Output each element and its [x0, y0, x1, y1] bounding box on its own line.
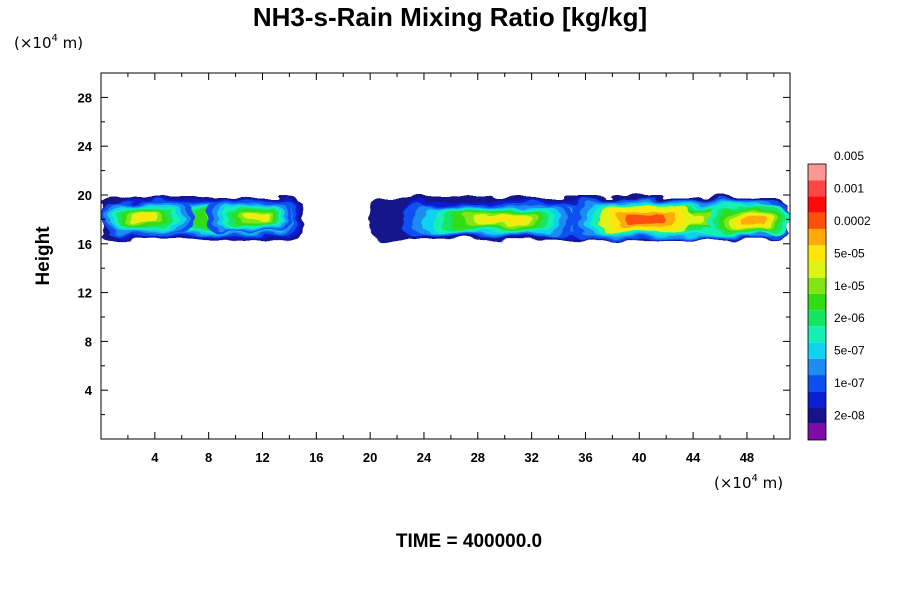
colorbar-label: 2e-08	[834, 409, 865, 423]
colorbar-frame	[807, 163, 827, 441]
x-tick-label: 48	[740, 450, 754, 465]
colorbar-swatch	[808, 407, 826, 424]
colorbar-swatch	[808, 391, 826, 408]
colorbar-label: 0.005	[834, 149, 864, 163]
colorbar-swatch	[808, 358, 826, 376]
y-tick-label: 28	[78, 90, 92, 105]
colorbar-swatch	[808, 326, 826, 343]
colorbar-swatch	[808, 164, 826, 181]
colorbar-swatch	[808, 245, 826, 262]
y-tick-label: 20	[78, 188, 92, 203]
cloud-contour-band	[133, 214, 156, 221]
x-unit-suffix: m)	[758, 474, 783, 492]
cloud-bands	[101, 197, 790, 241]
x-tick-label: 24	[417, 450, 432, 465]
colorbar-swatch	[808, 342, 826, 359]
colorbar-label: 1e-05	[834, 279, 865, 293]
x-unit-exponent: 4	[752, 473, 758, 484]
y-tick-label: 12	[78, 286, 92, 301]
x-unit-prefix: (×10	[714, 474, 752, 492]
colorbar-swatch	[808, 261, 826, 278]
y-unit-suffix: m)	[58, 34, 83, 52]
colorbar-swatch	[808, 375, 826, 392]
time-label: TIME = 400000.0	[395, 531, 543, 552]
x-tick-label: 8	[205, 450, 212, 465]
cloud-contour-band	[482, 217, 523, 223]
colorbar-label: 2e-06	[834, 311, 865, 325]
colorbar: 2e-08 1e-07 5e-07 2e-06 1e-05 5e-05 0.0002 0.00…	[807, 149, 871, 441]
plot-frame	[100, 72, 791, 440]
x-tick-label: 4	[151, 450, 159, 465]
y-axis-unit: (×104 m)	[14, 33, 83, 52]
colorbar-swatch	[808, 310, 826, 327]
colorbar-swatch	[808, 293, 826, 311]
colorbar-swatch	[808, 180, 826, 197]
colorbar-swatch	[808, 228, 826, 246]
mixing-ratio-field	[101, 197, 790, 241]
x-tick-label: 20	[363, 450, 377, 465]
x-tick-label: 12	[255, 450, 269, 465]
cloud-contour-band	[740, 217, 766, 224]
x-tick-label: 16	[309, 450, 323, 465]
x-tick-label: 32	[524, 450, 538, 465]
colorbar-swatch	[808, 212, 826, 229]
cloud-contour-band	[624, 215, 668, 224]
colorbar-label: 5e-05	[834, 246, 865, 260]
x-tick-label: 40	[632, 450, 646, 465]
colorbar-swatch	[808, 277, 826, 294]
colorbar-swatch	[808, 196, 826, 213]
colorbar-label: 1e-07	[834, 376, 865, 390]
colorbar-label: 5e-07	[834, 344, 865, 358]
x-tick-label: 36	[578, 450, 592, 465]
y-axis-label: Height	[33, 226, 54, 286]
y-tick-label: 8	[85, 334, 92, 349]
x-tick-label: 28	[471, 450, 485, 465]
cloud-contour-band	[248, 214, 269, 220]
y-tick-label: 4	[85, 383, 93, 398]
y-unit-exponent: 4	[52, 33, 58, 44]
colorbar-label: 0.0002	[834, 214, 871, 228]
chart-title: NH3-s-Rain Mixing Ratio [kg/kg]	[252, 2, 648, 32]
y-tick-label: 24	[78, 139, 93, 154]
colorbar-swatch	[808, 423, 826, 440]
y-tick-label: 16	[78, 237, 92, 252]
y-unit-prefix: (×10	[14, 34, 52, 52]
colorbar-label: 0.001	[834, 181, 864, 195]
x-tick-label: 44	[686, 450, 701, 465]
x-axis-unit: (×104 m)	[714, 473, 783, 492]
